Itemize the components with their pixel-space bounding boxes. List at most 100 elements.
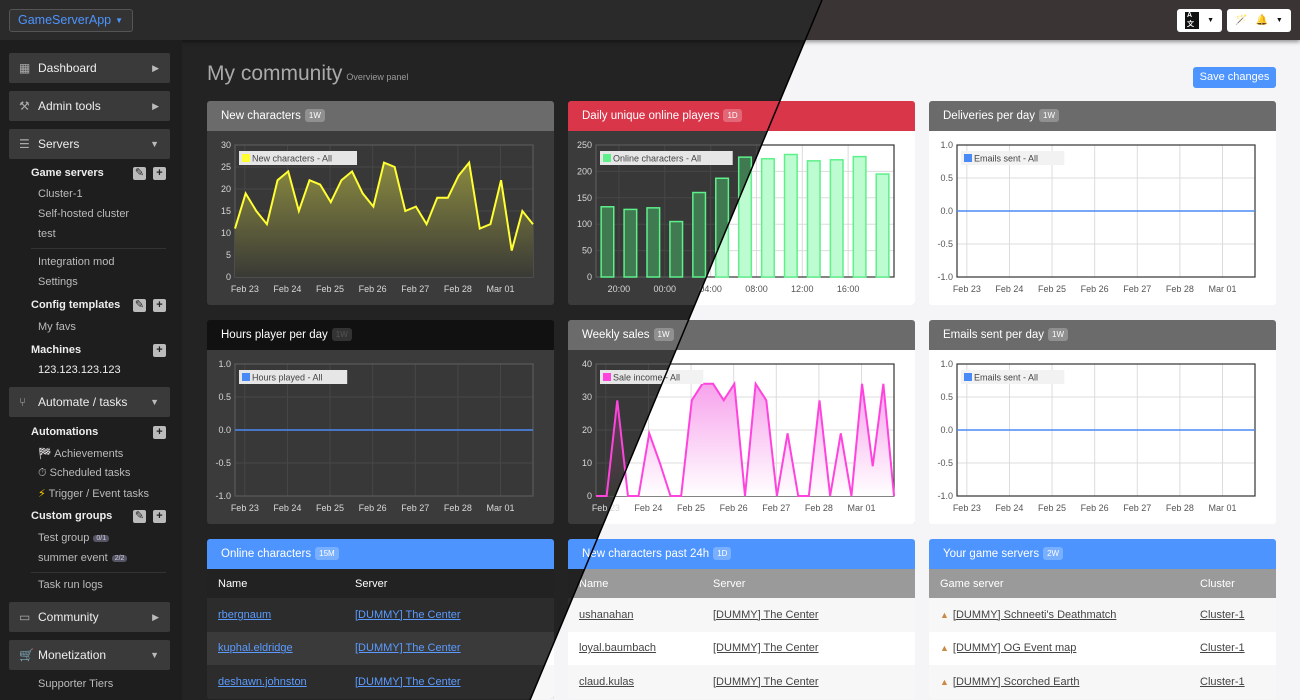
sidebar-link-my-favs[interactable]: My favs (38, 321, 76, 333)
label: Achievements (54, 448, 124, 460)
character-link[interactable]: kuphal.eldridge (218, 642, 293, 655)
legend-box (239, 370, 348, 384)
panel-header: New characters 1W (207, 101, 554, 131)
x-tick-label: Feb 25 (1038, 503, 1066, 513)
game-server-link[interactable]: [DUMMY] OG Event map (952, 642, 1077, 655)
x-tick-label: Feb 24 (273, 503, 301, 513)
y-tick-label: 50 (582, 246, 592, 256)
sidebar-item-dashboard[interactable]: ▦ Dashboard ▶ (9, 53, 170, 83)
y-tick-label: 0 (587, 272, 592, 282)
panel-weekly-sales: Weekly sales 1W 0 10 20 30 40 Feb 23 Feb 24 Feb … (568, 320, 915, 524)
y-tick-label: -1.0 (937, 272, 953, 282)
add-icon[interactable]: + (153, 426, 166, 439)
x-tick-label: Feb 28 (444, 503, 472, 513)
bar (783, 153, 798, 278)
chevron-right-icon: ▶ (152, 63, 159, 73)
panel-title: Deliveries per day (943, 110, 1036, 122)
server-link[interactable]: [DUMMY] The Center (713, 642, 819, 655)
cluster-link[interactable]: Cluster-1 (1200, 608, 1245, 621)
language-dropdown[interactable]: A文 ▼ (1177, 9, 1222, 32)
sidebar-link-task-logs[interactable]: Task run logs (38, 579, 103, 591)
panel-header: Emails sent per day 1W (929, 320, 1276, 350)
top-bar: GameServerApp ▼ A文 ▼ 🪄 🔔 ▼ (0, 0, 1300, 40)
server-link[interactable]: [DUMMY] The Center (355, 675, 461, 688)
game-logo-icon: ▲ (940, 643, 949, 654)
y-tick-label: 0.0 (940, 425, 953, 435)
panel-daily-online: Daily unique online players 1D 0 50 100 150 2… (568, 101, 915, 305)
period-badge: 1W (1048, 328, 1068, 342)
cluster-link[interactable]: Cluster-1 (1200, 675, 1245, 688)
game-server-link[interactable]: [DUMMY] Scorched Earth (952, 675, 1080, 688)
label: summer event (38, 552, 108, 564)
server-link[interactable]: [DUMMY] The Center (355, 608, 461, 621)
y-tick-label: 15 (221, 206, 231, 216)
count-badge: 0/1 (93, 534, 110, 542)
panel-title: Weekly sales (582, 329, 650, 341)
legend-box (961, 370, 1065, 384)
game-server-link[interactable]: [DUMMY] Schneeti's Deathmatch (952, 608, 1117, 621)
add-icon[interactable]: + (153, 510, 166, 523)
y-tick-label: -0.5 (937, 458, 953, 468)
table-row: deshawn.johnston [DUMMY] The Center (207, 665, 554, 699)
sidebar-item-servers[interactable]: ☰ Servers ▼ (9, 129, 170, 159)
character-link[interactable]: ushanahan (579, 608, 634, 621)
character-link[interactable]: loyal.baumbach (579, 642, 657, 655)
page-title: My community Overview panel (207, 62, 408, 86)
sidebar-link-machine[interactable]: 123.123.123.123 (38, 364, 121, 376)
add-icon[interactable]: + (153, 167, 166, 180)
lightning-icon: ⚡ (38, 488, 46, 500)
edit-icon[interactable]: ✎ (133, 167, 146, 180)
sidebar-link-self-hosted[interactable]: Self-hosted cluster (38, 208, 130, 220)
tools-notifications-dropdown[interactable]: 🪄 🔔 ▼ (1227, 9, 1291, 32)
server-link[interactable]: [DUMMY] The Center (713, 608, 819, 621)
character-link[interactable]: claud.kulas (579, 675, 635, 688)
sidebar-link-summer-event[interactable]: summer event 2/2 (38, 552, 128, 564)
x-tick-label: Mar 01 (487, 503, 515, 513)
sidebar-link-trigger[interactable]: ⚡ Trigger / Event tasks (38, 487, 149, 500)
sidebar-item-community[interactable]: ▭ Community ▶ (9, 602, 170, 632)
sidebar-link-test-group[interactable]: Test group 0/1 (38, 532, 110, 544)
game-logo-icon: ▲ (940, 676, 949, 687)
y-tick-label: 30 (221, 140, 231, 150)
x-tick-label: Feb 28 (1166, 284, 1194, 294)
save-changes-button[interactable]: Save changes (1193, 67, 1276, 88)
sidebar-link-test[interactable]: test (38, 228, 56, 240)
server-link[interactable]: [DUMMY] The Center (713, 675, 819, 688)
sidebar-label: Monetization (38, 648, 107, 662)
x-tick-label: Feb 27 (1123, 503, 1151, 513)
y-tick-label: 5 (226, 250, 231, 260)
edit-icon[interactable]: ✎ (133, 299, 146, 312)
edit-icon[interactable]: ✎ (133, 510, 146, 523)
panel-hours-played: Hours player per day 1W -1.0 -0.5 0.0 0.5 1.0… (207, 320, 554, 524)
sidebar-link-integration-mod[interactable]: Integration mod (38, 256, 115, 268)
game-logo-icon: ▲ (940, 609, 949, 620)
server-link[interactable]: [DUMMY] The Center (355, 642, 461, 655)
app-switcher-dropdown[interactable]: GameServerApp ▼ (9, 9, 133, 32)
character-link[interactable]: rbergnaum (218, 608, 272, 621)
add-icon[interactable]: + (153, 299, 166, 312)
legend-label: Emails sent - All (974, 154, 1038, 164)
character-link[interactable]: deshawn.johnston (218, 675, 307, 688)
x-tick-label: Feb 23 (231, 284, 259, 294)
sidebar-item-admin-tools[interactable]: ⚒ Admin tools ▶ (9, 91, 170, 121)
panel-title: Daily unique online players (582, 110, 720, 122)
y-tick-label: 0 (587, 491, 592, 501)
x-tick-label: Feb 27 (1123, 284, 1151, 294)
cart-icon: 🛒 (19, 648, 34, 662)
panel-header: Weekly sales 1W (568, 320, 915, 350)
sidebar-link-achievements[interactable]: 🏁 Achievements (38, 447, 123, 460)
sidebar-item-automate[interactable]: ⑂ Automate / tasks ▼ (9, 387, 170, 417)
sidebar-item-monetization[interactable]: 🛒 Monetization ▼ (9, 640, 170, 670)
sidebar-link-scheduled[interactable]: ⏱ Scheduled tasks (38, 467, 130, 480)
light-theme-background (530, 0, 1300, 40)
x-tick-label: Feb 27 (401, 503, 429, 513)
sidebar-link-cluster-1[interactable]: Cluster-1 (38, 188, 83, 200)
sidebar-link-settings[interactable]: Settings (38, 276, 78, 288)
x-tick-label: Feb 26 (1081, 503, 1109, 513)
add-icon[interactable]: + (153, 344, 166, 357)
sidebar-link-supporter-tiers[interactable]: Supporter Tiers (38, 678, 114, 690)
cluster-link[interactable]: Cluster-1 (1200, 642, 1245, 655)
x-tick-label: Feb 23 (592, 503, 620, 513)
custom-groups-heading: Custom groups (31, 510, 113, 522)
